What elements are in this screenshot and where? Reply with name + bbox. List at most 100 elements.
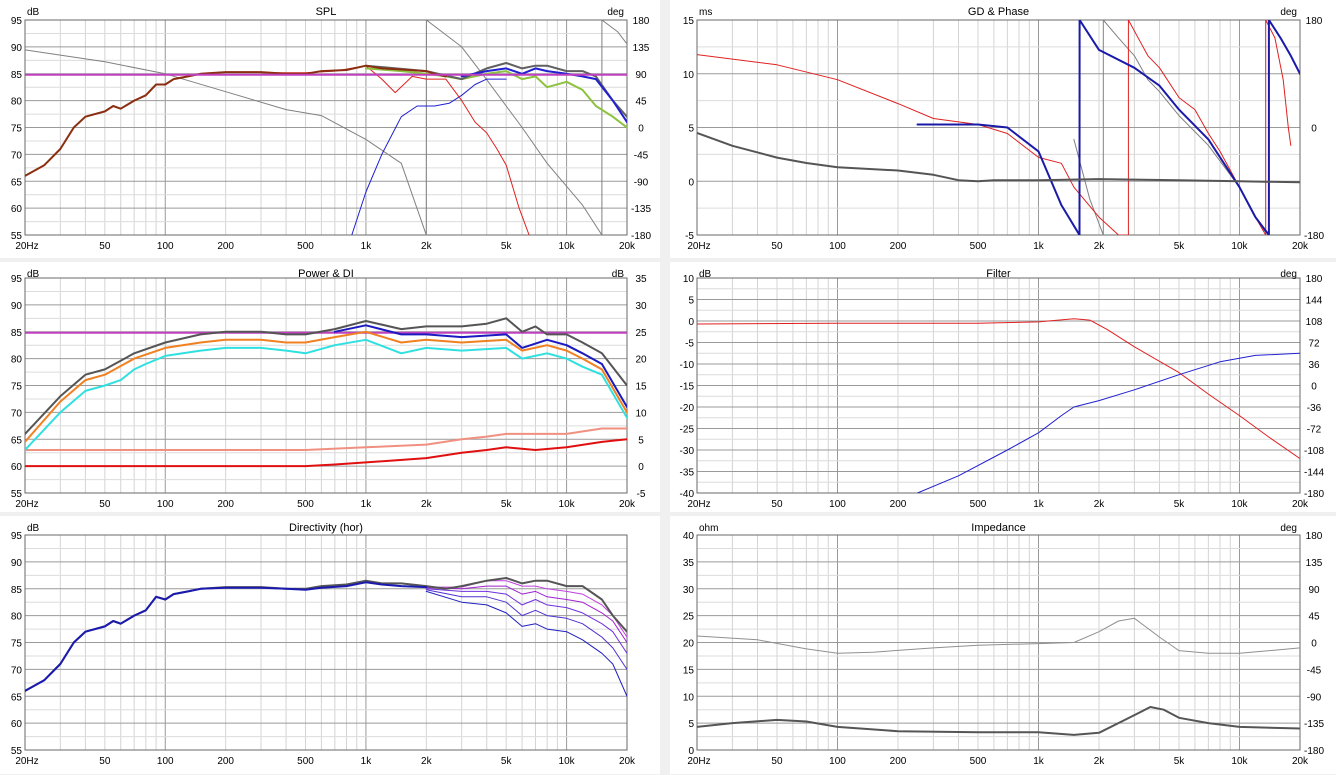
y-tick-label: -15 <box>680 382 695 393</box>
x-tick-label: 50 <box>771 241 783 252</box>
y2-tick-label: 135 <box>633 43 650 54</box>
y-tick-label: 95 <box>11 274 23 285</box>
y-tick-label: -30 <box>680 446 695 457</box>
chart-title: Impedance <box>971 522 1025 534</box>
y-tick-label: 70 <box>11 665 23 676</box>
x-tick-label: 20k <box>619 756 636 767</box>
y-tick-label: 0 <box>688 746 694 757</box>
x-tick-label: 20Hz <box>15 241 38 252</box>
x-tick-label: 2k <box>1094 499 1106 510</box>
plot-frame <box>696 277 1301 494</box>
panel-background <box>670 262 1336 512</box>
y2-tick-label: 35 <box>635 274 647 285</box>
chart-panel-6: Impedance ohm deg 0 5 10 15 20 25 30 35 40 -180 -135 -… <box>670 516 1336 774</box>
plot-frame <box>696 534 1301 751</box>
y-tick-label: 25 <box>683 612 695 623</box>
y-tick-label: 65 <box>11 177 23 188</box>
x-tick-label: 1k <box>1033 499 1045 510</box>
y-tick-label: 60 <box>11 719 23 730</box>
x-tick-label: 50 <box>99 756 111 767</box>
y2-tick-label: -180 <box>1304 489 1324 500</box>
series-line-1 <box>25 20 627 235</box>
panel-background <box>0 516 660 774</box>
y-tick-label: 65 <box>11 692 23 703</box>
x-tick-label: 5k <box>1174 241 1186 252</box>
series-line-7 <box>25 64 447 177</box>
y2-tick-label: -45 <box>634 150 649 161</box>
y2-tick-label: -180 <box>631 231 651 242</box>
y2-tick-label: 15 <box>635 382 647 393</box>
x-tick-label: 20k <box>1292 499 1309 510</box>
y2-tick-label: -180 <box>1304 231 1324 242</box>
y-tick-label: 40 <box>683 531 695 542</box>
y2-tick-label: -144 <box>1304 468 1324 479</box>
x-tick-label: 2k <box>421 756 433 767</box>
y-tick-label: -5 <box>685 339 694 350</box>
y2-tick-label: 10 <box>635 408 647 419</box>
y-tick-label: 90 <box>11 558 23 569</box>
y-tick-label: -25 <box>680 425 695 436</box>
series-line-3 <box>25 438 627 468</box>
y-axis-unit: ms <box>699 7 712 18</box>
series-line-6 <box>333 324 627 408</box>
y-axis-unit: dB <box>27 269 40 280</box>
x-tick-label: 5k <box>501 241 513 252</box>
y2-tick-label: 180 <box>1306 531 1323 542</box>
x-tick-label: 100 <box>829 756 846 767</box>
x-tick-label: 500 <box>970 756 987 767</box>
y-tick-label: 90 <box>11 301 23 312</box>
series-line-6 <box>460 67 627 124</box>
y2-tick-label: 0 <box>638 462 644 473</box>
y-tick-label: -40 <box>680 489 695 500</box>
series-line-2 <box>917 352 1300 493</box>
y-axis-unit: dB <box>27 523 40 534</box>
series-line-1 <box>697 318 1300 460</box>
x-tick-label: 1k <box>1033 756 1045 767</box>
y-tick-label: 80 <box>11 97 23 108</box>
x-tick-label: 50 <box>771 756 783 767</box>
x-tick-label: 10k <box>559 756 576 767</box>
x-tick-label: 100 <box>157 499 174 510</box>
y-tick-label: 55 <box>11 746 23 757</box>
y2-axis-unit: deg <box>1280 7 1297 18</box>
x-tick-label: 200 <box>890 241 907 252</box>
y-tick-label: 75 <box>11 124 23 135</box>
y-tick-label: 10 <box>683 692 695 703</box>
y2-tick-label: 90 <box>1308 585 1320 596</box>
y2-axis-unit: deg <box>1280 523 1297 534</box>
chart-panel-2: GD & Phase ms deg -5 0 5 10 15 -180 0 180 20Hz 50 100… <box>670 0 1336 258</box>
y-tick-label: 30 <box>683 585 695 596</box>
y2-tick-label: -36 <box>1307 403 1322 414</box>
y2-tick-label: 0 <box>638 124 644 135</box>
x-tick-label: 50 <box>771 499 783 510</box>
x-tick-label: 10k <box>559 499 576 510</box>
panel-background <box>670 0 1336 258</box>
x-tick-label: 1k <box>361 756 373 767</box>
chart-panel-5: Directivity (hor) dB 55 60 65 70 75 80 85 90 95 20H… <box>0 516 660 774</box>
y-tick-label: 60 <box>11 462 23 473</box>
y-tick-label: 20 <box>683 639 695 650</box>
x-tick-label: 500 <box>297 756 314 767</box>
x-tick-label: 100 <box>157 241 174 252</box>
series-line-2 <box>425 589 627 670</box>
series-line-1 <box>425 590 627 697</box>
y2-tick-label: 135 <box>1306 558 1323 569</box>
x-tick-label: 5k <box>1174 756 1186 767</box>
x-tick-label: 20Hz <box>687 756 710 767</box>
x-tick-label: 500 <box>297 499 314 510</box>
series-group <box>697 617 1300 736</box>
y2-tick-label: -135 <box>631 204 651 215</box>
series-line-4 <box>425 585 627 643</box>
y-tick-label: 80 <box>11 612 23 623</box>
series-group <box>697 318 1300 493</box>
series-line-4 <box>25 338 627 451</box>
y-tick-label: 15 <box>683 16 695 27</box>
x-tick-label: 5k <box>1174 499 1186 510</box>
y2-tick-label: 36 <box>1308 360 1320 371</box>
x-tick-label: 100 <box>829 499 846 510</box>
y2-tick-label: 108 <box>1306 317 1323 328</box>
x-tick-label: 10k <box>1231 241 1248 252</box>
series-group <box>25 317 627 468</box>
y-axis-unit: dB <box>699 269 712 280</box>
y2-tick-label: 180 <box>1306 16 1323 27</box>
